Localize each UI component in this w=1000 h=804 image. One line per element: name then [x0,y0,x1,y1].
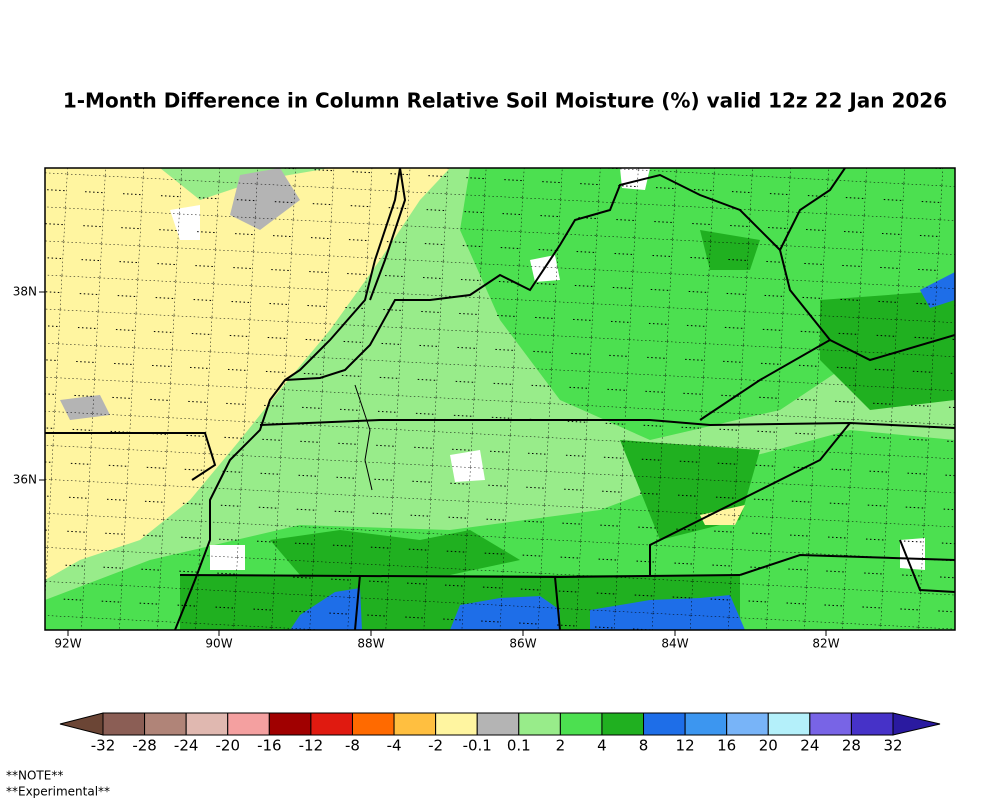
colorbar-label: -16 [257,737,282,755]
colorbar-label: -4 [387,737,402,755]
colorbar-label: -2 [428,737,443,755]
colorbar-box [310,712,353,736]
lat-label: 38N [13,285,37,299]
colorbar-box [185,712,229,736]
colorbar-label: 2 [556,737,566,755]
lon-label: 90W [205,637,232,651]
colorbar-label: 28 [842,737,861,755]
colorbar: -32 -28 -24 -20 -16 -12 -8 -4 -2 -0.1 0.1 2 4 8 12 16 20… [59,712,941,755]
colorbar-label: 32 [883,737,902,755]
colorbar-box [268,712,312,736]
colorbar-box [102,712,146,736]
colorbar-label: 12 [676,737,695,755]
colorbar-high [892,712,941,736]
lon-label: 88W [357,637,384,651]
colorbar-label: 24 [800,737,819,755]
lat-label: 36N [13,473,37,487]
colorbar-box [393,712,437,736]
lon-label: 86W [509,637,536,651]
colorbar-box [351,712,395,736]
colorbar-box [227,712,270,736]
title: 1-Month Difference in Column Relative So… [63,89,947,113]
colorbar-box [559,712,603,736]
note: **NOTE** [6,769,63,783]
colorbar-label: 4 [597,737,607,755]
colorbar-label: 16 [717,737,736,755]
colorbar-box [476,712,520,736]
colorbar-box [643,712,686,736]
lon-label: 92W [54,637,81,651]
map [45,168,955,630]
colorbar-box [601,712,645,736]
colorbar-box [518,712,561,736]
lon-label: 82W [812,637,839,651]
colorbar-box [435,712,478,736]
colorbar-label: -28 [132,737,157,755]
colorbar-label: 20 [759,737,778,755]
note: **Experimental** [6,785,110,799]
colorbar-label: -32 [91,737,116,755]
colorbar-box [684,712,728,736]
colorbar-box [767,712,811,736]
map-frame [44,167,956,631]
colorbar-box [850,712,894,736]
colorbar-low [59,712,104,736]
colorbar-label: -24 [174,737,199,755]
colorbar-label: -12 [299,737,324,755]
lon-label: 84W [661,637,688,651]
colorbar-box [726,712,769,736]
colorbar-label: -8 [345,737,360,755]
colorbar-label: -20 [215,737,240,755]
colorbar-label: 0.1 [507,737,531,755]
colorbar-label: 8 [639,737,649,755]
colorbar-box [809,712,852,736]
colorbar-box [144,712,187,736]
colorbar-label: -0.1 [463,737,492,755]
